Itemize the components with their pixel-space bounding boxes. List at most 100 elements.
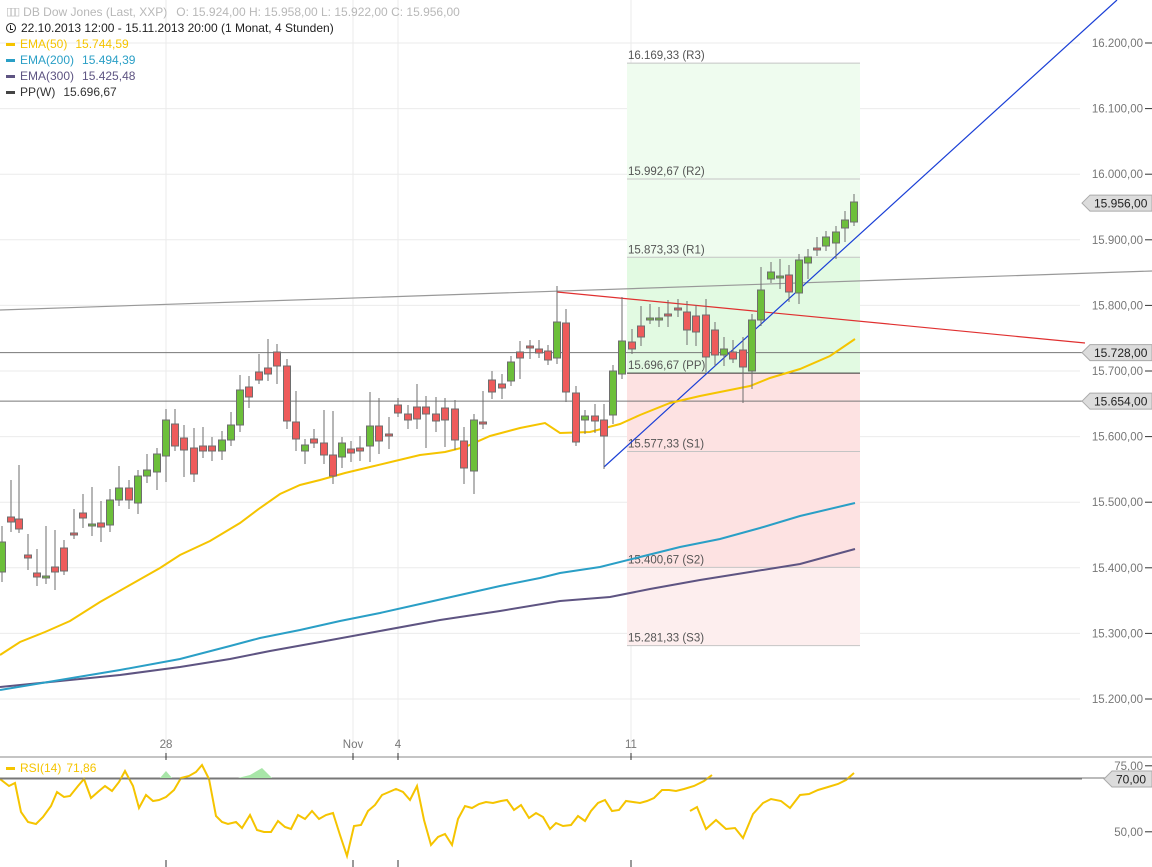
candle <box>544 345 552 365</box>
legend-item: EMA(300) 15.425,48 <box>6 68 460 84</box>
candle <box>683 301 691 345</box>
legend-swatch-icon <box>6 90 15 94</box>
candle <box>609 365 617 424</box>
y-axis-label: 16.000,00 <box>1092 169 1143 181</box>
candle <box>218 431 226 460</box>
candle <box>526 340 534 359</box>
candle <box>153 448 161 490</box>
rsi-line <box>0 763 713 860</box>
rsi-line-right <box>689 772 855 840</box>
candle <box>600 404 608 469</box>
candle <box>162 409 170 482</box>
candle <box>208 437 216 461</box>
candle <box>711 322 719 366</box>
candle <box>553 286 561 364</box>
candle <box>729 340 737 363</box>
candle <box>748 314 756 389</box>
candle <box>618 297 626 379</box>
candle <box>125 480 133 509</box>
candle <box>375 398 383 454</box>
price-tag-label: 15.728,00 <box>1094 346 1148 360</box>
candle <box>441 398 449 447</box>
candle <box>562 309 570 402</box>
candle <box>628 329 636 354</box>
y-axis-label: 15.600,00 <box>1092 432 1143 444</box>
price-tag <box>1081 392 1152 410</box>
candle <box>832 226 840 259</box>
candle <box>581 410 589 434</box>
x-axis-label: 28 <box>160 739 173 751</box>
candle <box>488 371 496 399</box>
price-tag <box>1081 194 1152 212</box>
candle <box>394 398 402 417</box>
y-axis-label: 16.200,00 <box>1092 38 1143 50</box>
pivot-label: 15.873,33 (R1) <box>628 244 705 256</box>
candle <box>498 374 506 399</box>
candle <box>255 354 263 384</box>
candle <box>479 391 487 429</box>
candle <box>70 509 78 539</box>
candle <box>320 410 328 464</box>
rsi-threshold-tag <box>1103 770 1152 788</box>
candle <box>739 337 747 403</box>
candle <box>470 414 478 494</box>
legend-value: 15.494,39 <box>82 53 136 67</box>
candle <box>0 526 6 582</box>
pivot-label: 15.577,33 (S1) <box>628 438 704 450</box>
candle <box>664 300 672 327</box>
pivot-label: 15.400,67 (S2) <box>628 554 704 566</box>
y-axis-label: 15.500,00 <box>1092 497 1143 509</box>
pivot-label: 15.281,33 (S3) <box>628 633 704 645</box>
candle <box>767 262 775 283</box>
candle <box>841 211 849 242</box>
candle <box>776 259 784 289</box>
legend-swatch-icon <box>6 42 15 46</box>
candle <box>785 265 793 302</box>
candle <box>190 428 198 482</box>
candle <box>507 356 515 386</box>
rsi-axis-label: 75,00 <box>1114 761 1143 773</box>
y-axis-label: 15.900,00 <box>1092 235 1143 247</box>
candle <box>702 299 710 372</box>
candle <box>720 337 728 366</box>
y-axis-label: 16.100,00 <box>1092 104 1143 116</box>
legend-item: EMA(50) 15.744,59 <box>6 36 460 52</box>
candle <box>273 344 281 384</box>
legend-label: EMA(50) <box>20 37 68 51</box>
y-axis-label: 15.700,00 <box>1092 366 1143 378</box>
candle <box>822 231 830 251</box>
bar-chart-icon: ▯▯▯ <box>6 6 20 18</box>
candle <box>329 411 337 484</box>
price-tag-label: 15.956,00 <box>1094 197 1148 211</box>
x-axis-label: Nov <box>343 739 364 751</box>
legend-value: 15.696,67 <box>63 85 117 99</box>
legend-label: EMA(300) <box>20 69 75 83</box>
candle <box>301 439 309 464</box>
candle <box>451 400 459 450</box>
candle <box>646 304 654 324</box>
rsi-swatch-icon <box>6 766 15 770</box>
candle <box>245 376 253 408</box>
legend-value: 15.425,48 <box>82 69 136 83</box>
candle <box>60 540 68 575</box>
candle <box>516 341 524 379</box>
candle <box>385 417 393 449</box>
candle <box>15 465 23 533</box>
ema300-line <box>0 548 856 688</box>
candle <box>655 307 663 327</box>
clock-icon <box>6 23 16 33</box>
price-tag-label: 15.654,00 <box>1094 395 1148 409</box>
candle <box>460 427 468 484</box>
candle <box>283 359 291 429</box>
price-tag <box>1081 344 1152 362</box>
candle <box>347 441 355 462</box>
y-axis-label: 15.200,00 <box>1092 694 1143 706</box>
candle <box>264 339 272 381</box>
candle <box>171 409 179 451</box>
candle <box>106 489 114 532</box>
candle <box>432 397 440 432</box>
candle <box>143 454 151 483</box>
candle <box>97 501 105 542</box>
date-range-text: 22.10.2013 12:00 - 15.11.2013 20:00 (1 M… <box>21 21 334 35</box>
